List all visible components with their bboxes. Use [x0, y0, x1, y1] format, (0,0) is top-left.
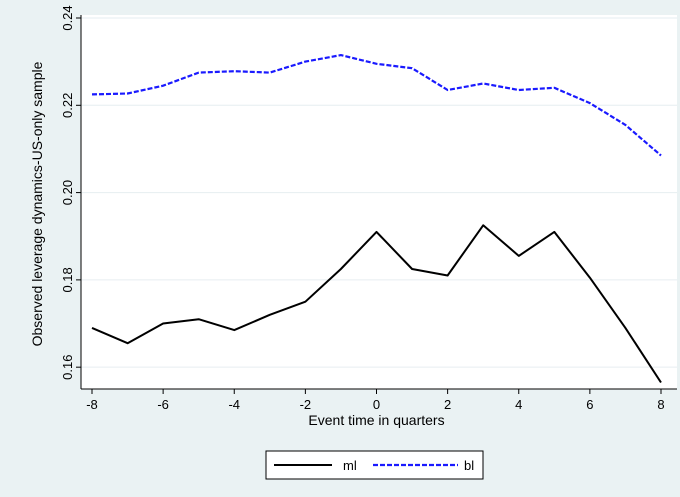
y-axis-title: Observed leverage dynamics-US-only sampl…	[29, 61, 45, 346]
x-tick-label: 0	[373, 397, 380, 412]
plot-area	[81, 15, 677, 389]
y-tick-label: 0.18	[60, 267, 75, 292]
x-tick-label: 6	[586, 397, 593, 412]
y-tick-label: 0.20	[60, 180, 75, 205]
legend: ml bl	[265, 450, 484, 480]
series-line-ml	[91, 224, 662, 384]
x-tick-label: -2	[300, 397, 312, 412]
series-lines	[91, 53, 662, 384]
x-axis-title: Event time in quarters	[308, 412, 444, 428]
axes: 0.16 0.18 0.20 0.22 0.24 -8 -6 -4 -2 0 2 4 6 8	[60, 5, 677, 412]
legend-label-ml: ml	[343, 458, 357, 473]
y-tick-label: 0.24	[60, 5, 75, 30]
x-tick-label: 4	[515, 397, 522, 412]
legend-label-bl: bl	[464, 458, 474, 473]
y-tick-label: 0.16	[60, 355, 75, 380]
grid-lines	[81, 17, 677, 368]
x-tick-label: 2	[444, 397, 451, 412]
x-tick-label: -6	[157, 397, 169, 412]
series-line-bl	[91, 53, 662, 157]
axis-labels: Event time in quarters Observed leverage…	[29, 61, 445, 428]
x-tick-label: -8	[86, 397, 98, 412]
y-tick-label: 0.22	[60, 93, 75, 118]
x-tick-label: 8	[657, 397, 664, 412]
x-tick-label: -4	[228, 397, 240, 412]
